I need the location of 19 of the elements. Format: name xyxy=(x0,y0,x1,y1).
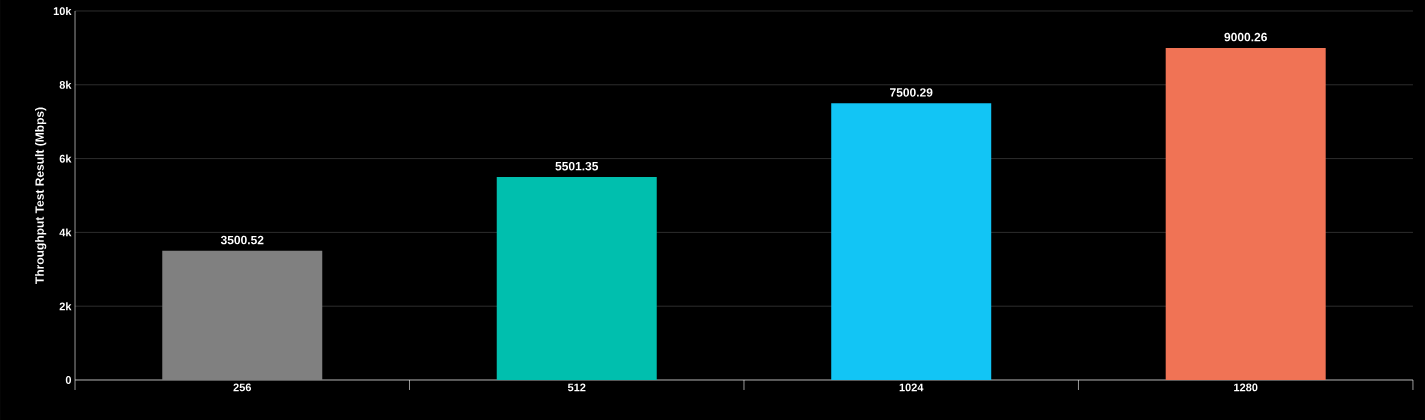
y-axis-title: Throughput Test Result (Mbps) xyxy=(35,107,47,284)
y-tick-label: 8k xyxy=(59,80,72,89)
y-tick-label: 2k xyxy=(59,302,72,311)
bar xyxy=(1165,47,1326,380)
y-tick-label: 10k xyxy=(53,6,72,16)
x-tick-label: 1280 xyxy=(1234,383,1258,392)
x-tick-label: 1024 xyxy=(899,383,924,392)
bar xyxy=(831,103,992,380)
bar xyxy=(496,176,657,380)
y-tick-label: 6k xyxy=(59,154,72,163)
data-label: 7500.29 xyxy=(890,88,933,97)
y-tick-label: 4k xyxy=(59,228,72,237)
bar xyxy=(162,250,323,380)
data-label: 9000.26 xyxy=(1224,32,1267,42)
y-tick-label: 0 xyxy=(65,376,72,384)
x-tick-label: 256 xyxy=(233,383,252,392)
data-label: 5501.35 xyxy=(555,161,599,171)
x-tick-label: 512 xyxy=(567,383,586,392)
data-label: 3500.52 xyxy=(220,235,264,245)
